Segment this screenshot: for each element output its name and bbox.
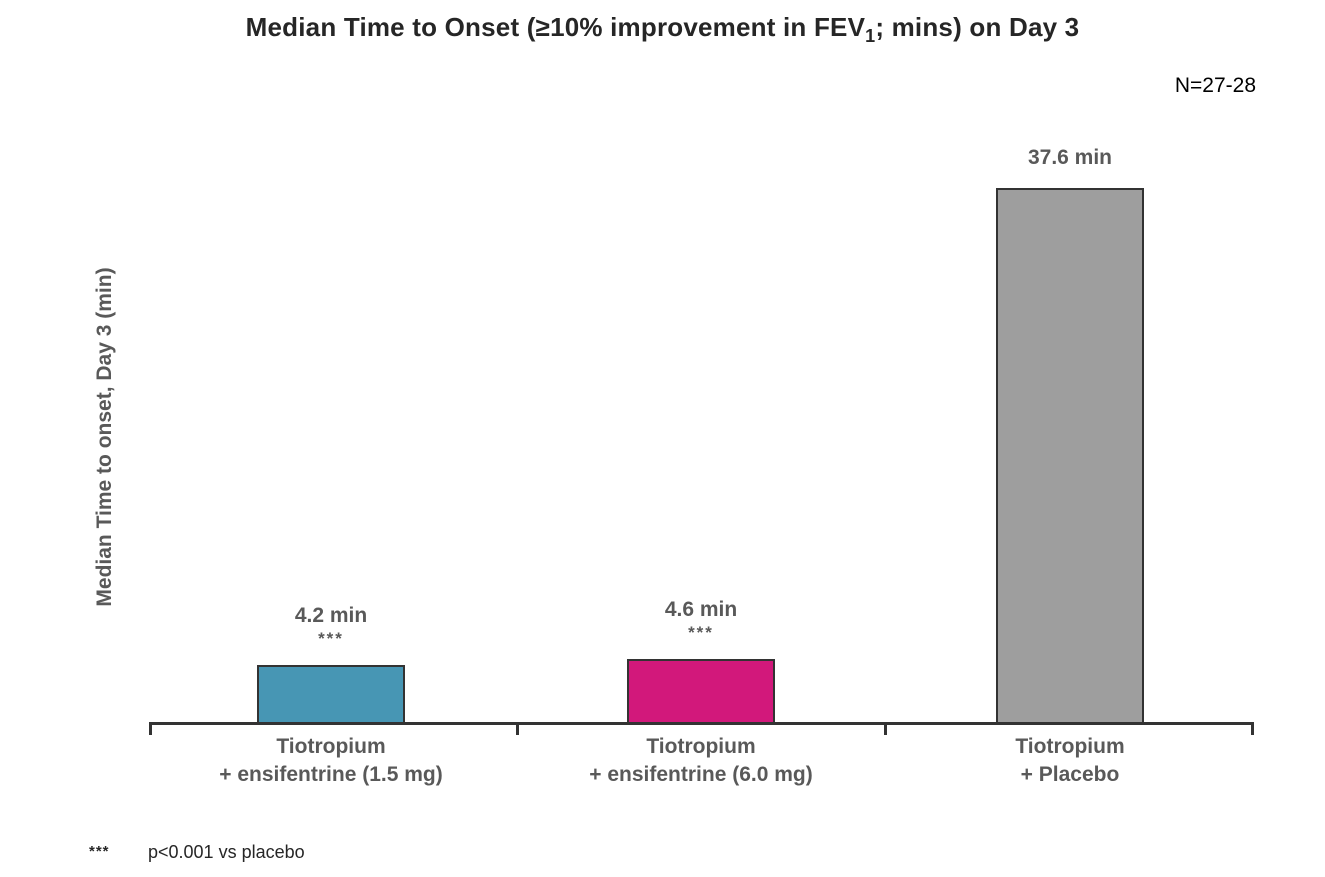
chart-title-subscript: 1 (865, 26, 876, 47)
category-label-placebo: Tiotropium + Placebo (850, 733, 1290, 790)
bar-value-label: 4.6 min (664, 598, 738, 622)
bar-group-ensifentrine-6-0mg: 4.6 min *** (551, 598, 851, 725)
category-label-line1: Tiotropium (1015, 735, 1125, 758)
footnote-significance-marker: *** (89, 843, 110, 860)
bar-value-label: 4.2 min (294, 604, 368, 628)
bar-tiotropium-ensifentrine-6-0mg (627, 659, 775, 725)
x-axis-tick (1251, 722, 1254, 735)
bar-value-label: 37.6 min (1027, 145, 1113, 169)
category-label-line1: Tiotropium (646, 735, 756, 758)
category-label-line2: + Placebo (1020, 763, 1120, 787)
bar-group-ensifentrine-1-5mg: 4.2 min *** (181, 604, 481, 725)
x-axis-tick (884, 722, 887, 735)
category-label-ensifentrine-6-0mg: Tiotropium + ensifentrine (6.0 mg) (481, 733, 921, 790)
category-label-line1: Tiotropium (276, 735, 386, 758)
bar-tiotropium-placebo (996, 188, 1144, 725)
footnote-text: p<0.001 vs placebo (148, 842, 305, 862)
x-axis-tick (516, 722, 519, 735)
chart-title-suffix: ; mins) on Day 3 (875, 12, 1080, 42)
significance-marker: *** (688, 623, 714, 643)
category-label-line2: + ensifentrine (6.0 mg) (589, 763, 813, 787)
category-label-line2: + ensifentrine (1.5 mg) (219, 763, 443, 787)
sample-size-annotation: N=27-28 (1174, 74, 1256, 97)
bar-group-placebo: 37.6 min (920, 146, 1220, 725)
x-axis-line (149, 722, 1254, 725)
y-axis-label: Median Time to onset, Day 3 (min) (93, 267, 116, 607)
significance-marker: *** (318, 629, 344, 649)
chart-title-prefix: Median Time to Onset (≥10% improvement i… (245, 12, 866, 42)
category-label-ensifentrine-1-5mg: Tiotropium + ensifentrine (1.5 mg) (111, 733, 551, 790)
x-axis-tick (149, 722, 152, 735)
bar-tiotropium-ensifentrine-1-5mg (257, 665, 405, 725)
chart-title: Median Time to Onset (≥10% improvement i… (0, 12, 1325, 47)
